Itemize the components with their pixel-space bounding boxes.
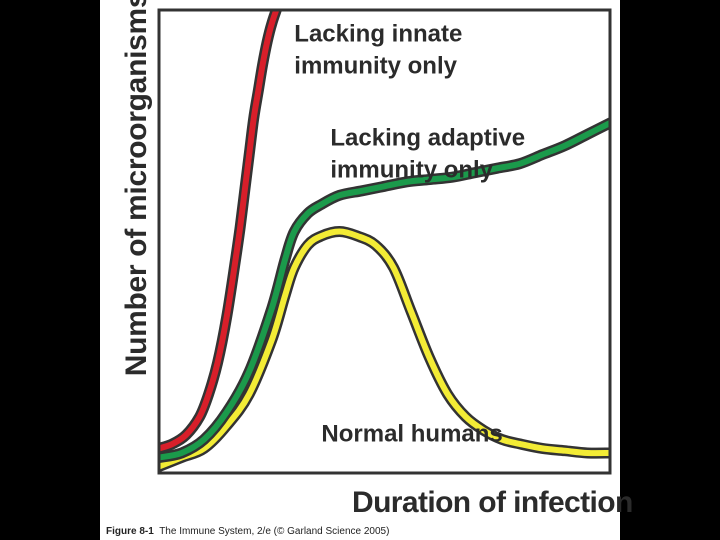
series-innate-label-line: Lacking innate (294, 21, 462, 48)
series-innate-stroke (160, 11, 279, 452)
series-adaptive-label: Lacking adaptive immunity only (330, 125, 525, 184)
figure-caption: Figure 8-1 The Immune System, 2/e (© Gar… (106, 526, 389, 537)
series-innate-label-line: immunity only (294, 53, 457, 80)
series-normal-label: Normal humans (321, 421, 502, 448)
series-adaptive-stroke (160, 120, 609, 461)
caption-figure-number: Figure 8-1 (106, 526, 154, 537)
curves-layer (160, 11, 609, 472)
series-normal-stroke (160, 228, 609, 470)
caption-source: The Immune System, 2/e (© Garland Scienc… (159, 526, 390, 537)
series-adaptive-line (160, 117, 609, 463)
series-normal-line (160, 226, 609, 472)
series-adaptive-label-line: immunity only (330, 157, 493, 184)
y-axis-label: Number of microorganisms (120, 0, 153, 377)
series-normal-label-line: Normal humans (321, 421, 502, 448)
x-axis-label: Duration of infection (352, 486, 633, 519)
series-adaptive-label-line: Lacking adaptive (330, 125, 525, 152)
series-innate-label: Lacking innate immunity only (294, 21, 462, 80)
series-innate-line (160, 11, 282, 454)
